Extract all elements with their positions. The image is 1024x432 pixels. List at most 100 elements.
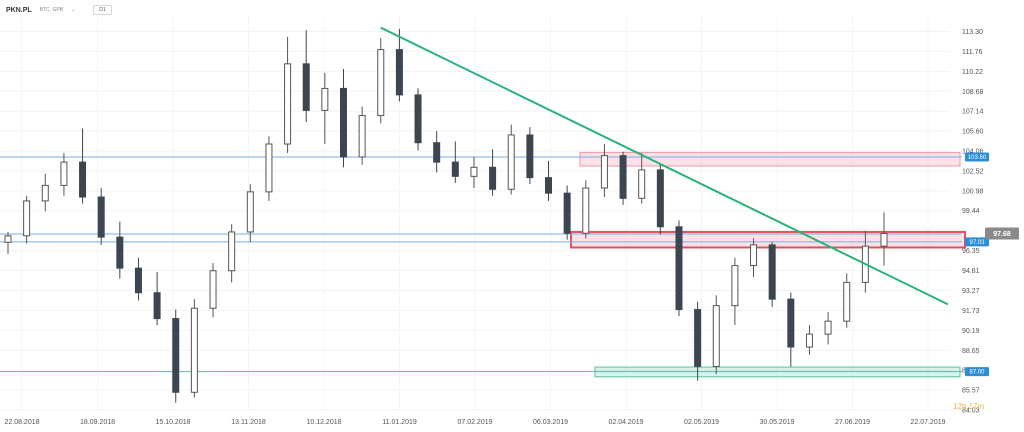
candle-body	[694, 309, 702, 367]
candle-body	[41, 184, 49, 202]
candle-body	[619, 155, 627, 199]
candle	[190, 299, 198, 398]
y-tick-label: 111.76	[962, 49, 982, 56]
y-tick-label: 88.65	[962, 348, 980, 355]
level-tag	[965, 237, 989, 247]
candle-body	[712, 305, 720, 367]
candle-body	[97, 196, 105, 238]
candle	[787, 292, 795, 367]
candle-body	[582, 187, 590, 234]
current-price-label: 97.68	[993, 231, 1011, 238]
candle	[41, 173, 49, 212]
candle	[339, 69, 347, 168]
candle-body	[190, 307, 198, 393]
level-tag-label: 103.60	[968, 155, 987, 161]
y-tick-label: 84.03	[962, 408, 980, 415]
chevron-down-icon[interactable]: ⌄	[71, 7, 76, 13]
candle	[451, 141, 459, 183]
x-tick-label: 07.02.2019	[457, 419, 492, 426]
candle-body	[470, 166, 478, 177]
x-tick-label: 13.11.2018	[231, 419, 266, 426]
candle-body	[805, 333, 813, 348]
candle-body	[321, 87, 329, 111]
candle-body	[172, 318, 180, 393]
candle	[116, 221, 124, 279]
candle	[377, 37, 385, 124]
candle-body	[339, 87, 347, 158]
candle-body	[489, 166, 497, 190]
candle	[582, 180, 590, 239]
trend-line	[380, 26, 949, 306]
candle	[395, 28, 403, 102]
x-tick-label: 02.04.2019	[608, 419, 643, 426]
candle-body	[228, 231, 236, 272]
candle	[824, 312, 832, 345]
x-tick-label: 22.08.2018	[4, 419, 39, 426]
candle-body	[284, 63, 292, 145]
data-source-label: BTC, GPB	[39, 7, 64, 13]
symbol-label[interactable]: PKN.PL	[6, 6, 32, 14]
y-tick-label: 100.98	[962, 188, 984, 195]
candle-body	[768, 244, 776, 300]
candles	[4, 28, 888, 403]
candle	[675, 220, 683, 316]
candle-body	[23, 200, 31, 237]
candle-body	[414, 94, 422, 144]
y-tick-label: 90.19	[962, 328, 980, 335]
candle-body	[153, 292, 161, 320]
candle-body	[451, 161, 459, 177]
candle	[545, 160, 553, 201]
candle-body	[880, 232, 888, 247]
candle	[694, 301, 702, 381]
candle-body	[209, 270, 217, 309]
y-tick-label: 104.06	[962, 148, 984, 155]
candle	[731, 257, 739, 326]
candle	[302, 30, 310, 123]
candle-body	[787, 298, 795, 348]
upper-resistance-zone	[579, 151, 961, 167]
candle	[470, 156, 478, 188]
chart-toolbar: PKN.PL BTC, GPB ⌄ D1	[0, 0, 112, 20]
candle	[153, 272, 161, 326]
candle	[321, 72, 329, 145]
candle	[656, 163, 664, 235]
candle	[246, 184, 254, 243]
y-tick-label: 93.27	[962, 288, 980, 295]
x-tick-label: 30.05.2019	[759, 419, 794, 426]
candle-body	[750, 244, 758, 267]
candle	[638, 153, 646, 204]
candle	[134, 257, 142, 301]
candle	[79, 128, 87, 204]
level-tag-label: 87.00	[969, 370, 985, 376]
price-tags: 103.60 97.03 87.00 97.68 12h 17m	[953, 152, 1019, 411]
candle	[489, 149, 497, 196]
candle-body	[4, 235, 12, 243]
candle	[209, 262, 217, 318]
x-tick-label: 15.10.2018	[155, 419, 190, 426]
candle-body	[116, 236, 124, 269]
candle	[712, 295, 720, 375]
candle-body	[526, 134, 534, 179]
timeframe-select[interactable]: D1	[93, 5, 112, 15]
candle-body	[824, 320, 832, 335]
candle-body	[656, 169, 664, 228]
x-tick-label: 06.03.2019	[533, 419, 568, 426]
candle	[750, 238, 758, 278]
candle	[228, 224, 236, 283]
candle	[4, 231, 12, 254]
candle	[563, 185, 571, 240]
chart-grid	[0, 16, 950, 411]
candle	[414, 88, 422, 151]
candle	[619, 151, 627, 205]
x-tick-label: 02.05.2019	[684, 419, 719, 426]
candle-body	[507, 134, 515, 190]
candle	[265, 136, 273, 201]
x-tick-label: 18.09.2018	[80, 419, 115, 426]
current-price-tag	[985, 227, 1019, 240]
y-tick-label: 91.73	[962, 308, 980, 315]
price-axis: 113.30 111.76 110.22 108.68 107.14 105.60 104.…	[962, 29, 984, 414]
candle	[843, 273, 851, 328]
level-tag	[965, 367, 989, 377]
candle	[768, 242, 776, 307]
